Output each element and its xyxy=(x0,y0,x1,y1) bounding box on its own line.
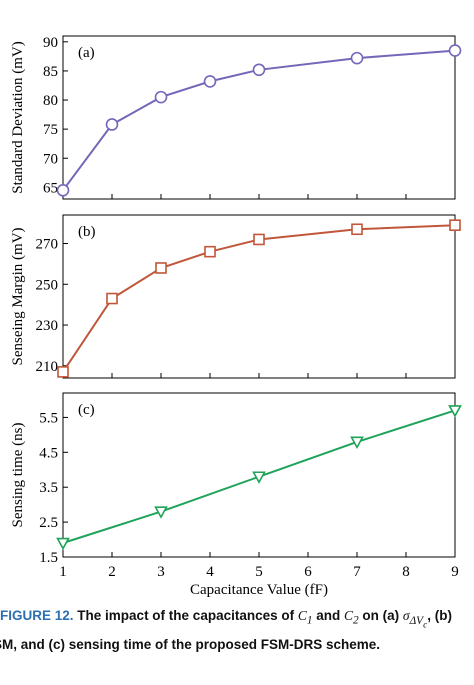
panel-1-frame xyxy=(62,35,456,200)
caption-c1: C xyxy=(297,608,307,623)
panel-2-point xyxy=(449,219,461,231)
panel-2-point xyxy=(57,366,69,378)
xtick-label: 2 xyxy=(108,564,116,580)
caption-sigma: σ xyxy=(402,608,410,623)
panel-1-point xyxy=(350,51,364,65)
panel-3: 1.5 2.5 3.5 4.5 5.5 Sensing time (ns) (c) xyxy=(10,392,462,566)
panel-2-point xyxy=(253,233,265,246)
x-axis-label: Capacitance Value (fF) xyxy=(190,582,328,598)
caption-sigma-sub: ΔVc xyxy=(409,614,428,630)
panel-3-point xyxy=(252,471,266,484)
panel-2-ytick-label: 230 xyxy=(36,318,59,334)
panel-1-ytick-label: 80 xyxy=(43,93,58,109)
caption-text-1: The impact of the capacitances of xyxy=(77,608,298,623)
caption-c1-sub: 1 xyxy=(306,614,313,627)
panel-2-point xyxy=(351,223,363,236)
xtick-label: 4 xyxy=(206,564,214,580)
panel-1-point xyxy=(448,44,462,57)
panel-3-ytick-label: 1.5 xyxy=(39,550,58,566)
caption-text-2: on (a) xyxy=(358,608,403,623)
panel-1-point xyxy=(203,75,217,88)
panel-1-label: (a) xyxy=(78,45,95,61)
panel-3-point xyxy=(448,405,462,418)
panel-3-ylabel: Sensing time (ns) xyxy=(10,423,26,528)
xtick-label: 6 xyxy=(304,564,312,580)
caption-sigma-sub-text: ΔV xyxy=(409,614,424,627)
panel-1-ylabel: Standard Deviation (mV) xyxy=(10,41,26,193)
panel-1: 65 70 75 80 85 90 Standard Deviation (mV) (a) xyxy=(10,35,462,200)
figure-label: FIGURE 12. xyxy=(0,608,74,623)
xtick-label: 9 xyxy=(451,564,459,580)
panel-2-label: (b) xyxy=(78,224,96,240)
panel-2-point xyxy=(106,292,118,305)
figure-caption: FIGURE 12. The impact of the capacitance… xyxy=(0,606,474,654)
panel-2-ytick-label: 210 xyxy=(36,359,59,375)
panel-3-point xyxy=(154,506,168,519)
panel-2: 210 230 250 270 Senseing Margin (mV) (b) xyxy=(10,214,461,379)
caption-text-3: , (b) xyxy=(427,608,452,623)
panel-2-point xyxy=(155,262,167,274)
panel-1-point xyxy=(252,63,266,77)
caption-c2: C xyxy=(344,608,354,623)
panel-2-ytick-label: 270 xyxy=(36,237,59,253)
panel-1-point xyxy=(105,118,119,131)
panel-3-ytick-label: 5.5 xyxy=(39,410,58,426)
panel-1-ytick-label: 85 xyxy=(43,64,58,80)
xtick-label: 5 xyxy=(255,564,263,580)
panel-3-point xyxy=(56,537,70,551)
panel-1-point xyxy=(154,90,168,104)
panel-2-point xyxy=(204,245,216,258)
panel-3-label: (c) xyxy=(78,402,95,418)
xtick-label: 3 xyxy=(157,564,165,580)
panel-2-ytick-label: 250 xyxy=(36,277,59,293)
caption-c2-sub: 2 xyxy=(353,614,359,627)
panel-1-ytick-label: 65 xyxy=(43,180,58,196)
panel-1-point xyxy=(56,183,70,197)
panel-3-point xyxy=(350,436,364,450)
panel-3-ytick-label: 2.5 xyxy=(39,515,58,531)
xtick-label: 8 xyxy=(402,564,410,580)
xtick-label: 1 xyxy=(59,564,67,580)
panel-3-ytick-label: 3.5 xyxy=(39,480,58,496)
panel-1-ytick-label: 90 xyxy=(43,35,58,51)
panel-3-ytick-label: 4.5 xyxy=(39,445,58,461)
caption-line-2: SM, and (c) sensing time of the proposed… xyxy=(0,636,381,652)
panel-1-ytick-label: 75 xyxy=(43,122,58,138)
caption-sigma-subsub: c xyxy=(423,619,428,630)
panel-2-series-line xyxy=(62,224,456,373)
caption-text-and: and xyxy=(312,608,345,623)
panel-1-ytick-label: 70 xyxy=(43,151,58,167)
xtick-label: 7 xyxy=(353,564,361,580)
panel-2-ylabel: Senseing Margin (mV) xyxy=(10,227,26,365)
